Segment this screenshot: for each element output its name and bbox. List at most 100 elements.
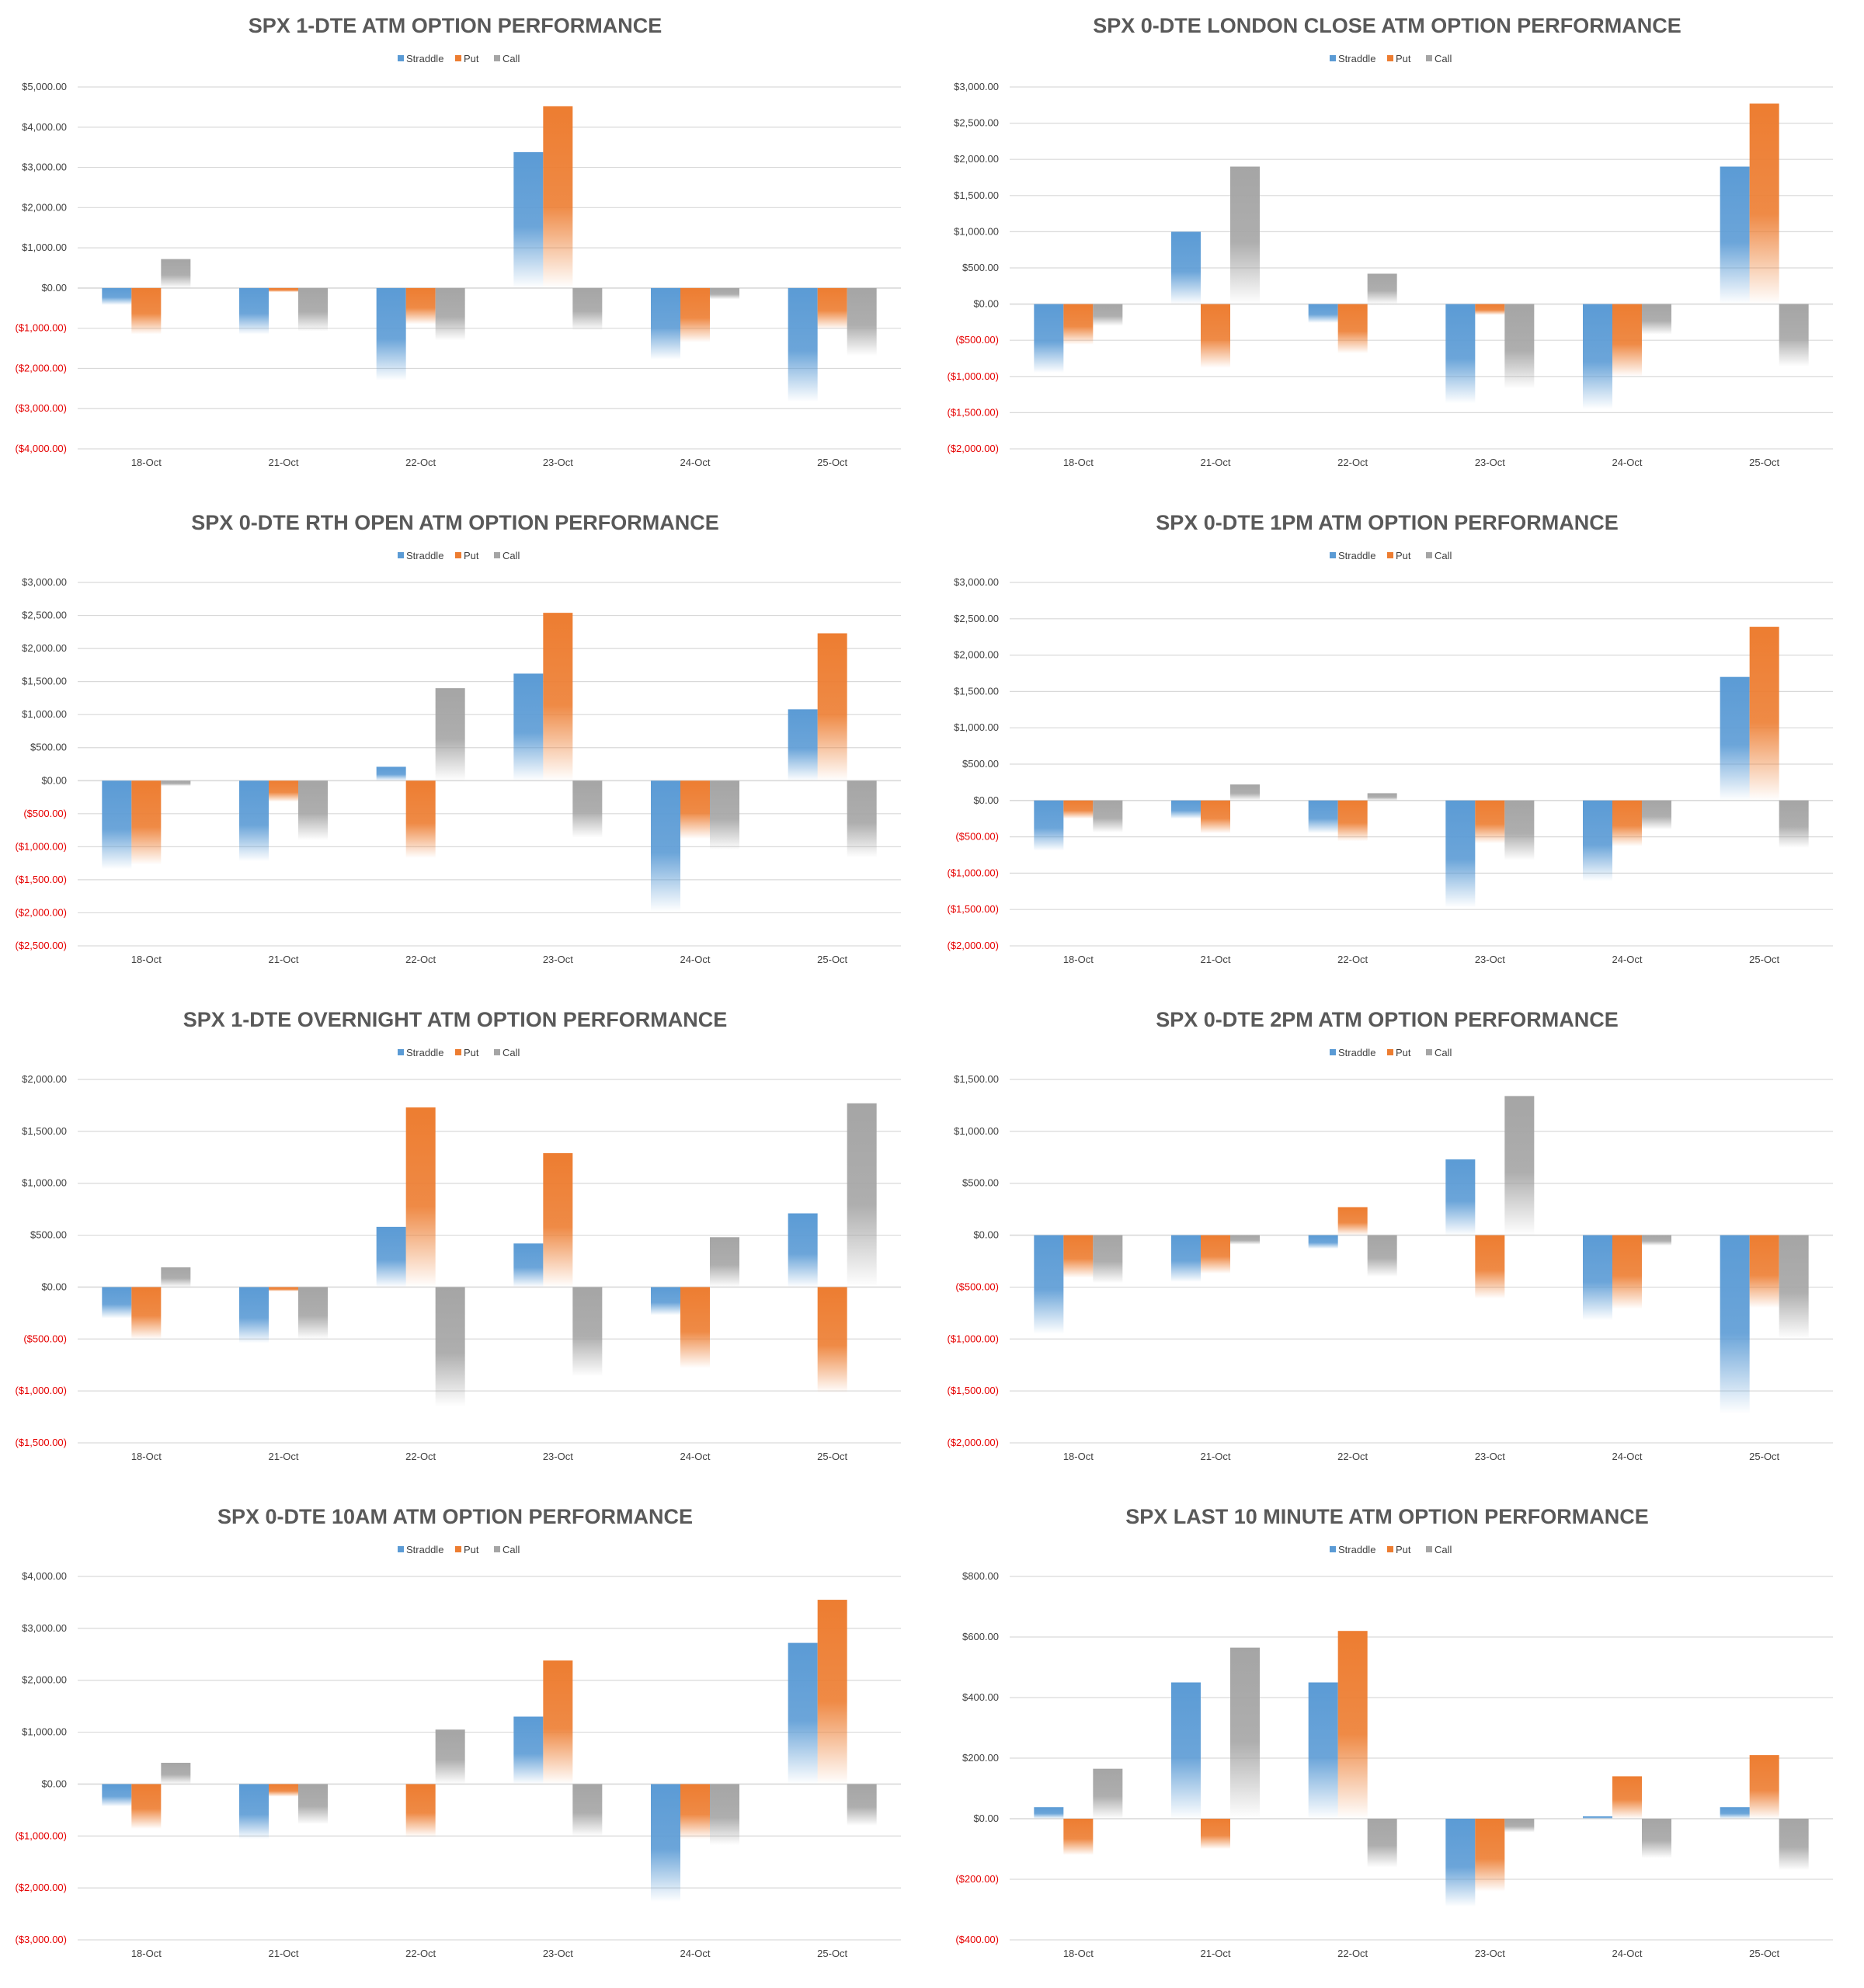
y-tick-label: ($1,000.00)	[948, 370, 1000, 382]
y-tick-label: $2,000.00	[22, 1674, 67, 1686]
bar-call-24-oct	[710, 1237, 739, 1288]
bar-straddle-25-oct	[788, 1213, 818, 1288]
legend-item-put: Put	[455, 1544, 479, 1555]
chart-title: SPX 0-DTE 1PM ATM OPTION PERFORMANCE	[1156, 511, 1619, 534]
y-tick-label: ($1,000.00)	[948, 1333, 1000, 1344]
legend-item-straddle: Straddle	[398, 550, 443, 561]
bar-straddle-25-oct	[1720, 676, 1750, 801]
bar-straddle-21-oct	[1171, 800, 1201, 819]
legend-swatch	[494, 55, 500, 61]
y-tick-label: $0.00	[41, 1778, 67, 1789]
bar-call-25-oct	[847, 1784, 877, 1826]
bar-put-24-oct	[680, 287, 710, 342]
legend-item-call: Call	[494, 53, 520, 64]
y-tick-label: ($3,000.00)	[16, 402, 68, 414]
x-tick-label: 18-Oct	[1063, 1451, 1094, 1462]
legend-item-put: Put	[455, 53, 479, 64]
bar-straddle-24-oct	[1583, 304, 1612, 409]
bar-call-21-oct	[1230, 1647, 1260, 1819]
bar-put-24-oct	[1612, 1776, 1642, 1819]
y-tick-label: ($1,500.00)	[16, 1437, 68, 1448]
y-tick-label: $1,000.00	[22, 1726, 67, 1738]
bar-put-25-oct	[817, 287, 847, 329]
bar-call-22-oct	[435, 688, 465, 781]
bar-straddle-24-oct	[651, 780, 680, 912]
legend-swatch	[455, 1546, 461, 1552]
y-tick-label: $500.00	[30, 1229, 67, 1241]
bar-straddle-18-oct	[1034, 304, 1064, 374]
x-tick-label: 21-Oct	[1200, 457, 1230, 468]
bar-straddle-21-oct	[239, 780, 269, 862]
bar-call-23-oct	[572, 1784, 603, 1837]
x-tick-label: 22-Oct	[1337, 1948, 1368, 1959]
legend-item-call: Call	[1426, 1544, 1452, 1555]
x-tick-label: 18-Oct	[131, 1451, 162, 1462]
legend-label: Straddle	[406, 53, 443, 64]
x-tick-label: 24-Oct	[680, 1451, 710, 1462]
y-tick-label: ($1,000.00)	[948, 867, 1000, 878]
bar-put-24-oct	[1612, 1235, 1642, 1309]
legend-item-put: Put	[1387, 53, 1411, 64]
bar-straddle-21-oct	[1171, 231, 1201, 304]
y-tick-label: ($2,000.00)	[16, 362, 68, 374]
x-tick-label: 25-Oct	[817, 457, 847, 468]
x-tick-label: 24-Oct	[1612, 1948, 1642, 1959]
bar-straddle-23-oct	[513, 1243, 544, 1288]
y-tick-label: $500.00	[962, 262, 999, 273]
legend-label: Call	[503, 550, 520, 561]
legend-swatch	[1387, 55, 1393, 61]
x-tick-label: 21-Oct	[268, 457, 298, 468]
legend-swatch	[1330, 55, 1336, 61]
y-tick-label: $1,500.00	[22, 1125, 67, 1137]
legend-item-straddle: Straddle	[1330, 1047, 1375, 1058]
bar-put-23-oct	[1475, 304, 1505, 315]
bar-call-18-oct	[1093, 800, 1123, 832]
legend-label: Put	[464, 53, 479, 64]
legend-swatch	[1387, 552, 1393, 558]
bar-put-24-oct	[680, 1287, 710, 1368]
y-tick-label: $2,500.00	[954, 613, 999, 624]
x-tick-label: 25-Oct	[817, 1451, 847, 1462]
bar-straddle-23-oct	[513, 1716, 544, 1785]
chart-panel-7: SPX 0-DTE 10AM ATM OPTION PERFORMANCE Str…	[0, 1491, 932, 1988]
x-tick-label: 24-Oct	[680, 457, 710, 468]
chart-title: SPX 0-DTE LONDON CLOSE ATM OPTION PERFOR…	[1093, 14, 1681, 37]
y-tick-label: ($2,500.00)	[16, 940, 68, 951]
y-tick-label: $1,500.00	[954, 189, 999, 201]
x-tick-label: 23-Oct	[543, 457, 573, 468]
bar-straddle-21-oct	[1171, 1682, 1201, 1819]
bar-put-21-oct	[1201, 1819, 1230, 1849]
bar-put-22-oct	[1337, 800, 1368, 842]
legend-swatch	[455, 55, 461, 61]
legend-item-call: Call	[1426, 550, 1452, 561]
bar-put-25-oct	[1749, 1755, 1779, 1819]
chart-panel-5: SPX 1-DTE OVERNIGHT ATM OPTION PERFORMAN…	[0, 994, 932, 1491]
bar-straddle-22-oct	[1308, 1235, 1338, 1249]
legend-item-straddle: Straddle	[1330, 550, 1375, 561]
bar-call-22-oct	[1367, 793, 1397, 801]
x-tick-label: 21-Oct	[1200, 954, 1230, 965]
y-tick-label: $800.00	[962, 1570, 999, 1582]
legend-swatch	[398, 552, 404, 558]
y-tick-label: $0.00	[41, 774, 67, 786]
legend-label: Call	[503, 1544, 520, 1555]
y-tick-label: ($500.00)	[955, 1281, 999, 1292]
bar-call-22-oct	[1367, 1235, 1397, 1277]
bar-call-18-oct	[1093, 1235, 1123, 1284]
bar-call-25-oct	[847, 287, 877, 356]
legend-label: Straddle	[1338, 1544, 1375, 1555]
x-tick-label: 24-Oct	[680, 1948, 710, 1959]
legend-label: Call	[503, 1047, 520, 1058]
x-tick-label: 21-Oct	[1200, 1948, 1230, 1959]
x-tick-label: 25-Oct	[1749, 1948, 1779, 1959]
chart-title: SPX 0-DTE RTH OPEN ATM OPTION PERFORMANC…	[191, 511, 719, 534]
bar-straddle-22-oct	[376, 1226, 406, 1288]
x-tick-label: 25-Oct	[817, 954, 847, 965]
legend-swatch	[1387, 1546, 1393, 1552]
legend-item-call: Call	[1426, 1047, 1452, 1058]
y-tick-label: $500.00	[962, 758, 999, 770]
bar-call-25-oct	[847, 1103, 877, 1288]
bar-put-23-oct	[1475, 1819, 1505, 1892]
x-tick-label: 22-Oct	[405, 457, 436, 468]
y-tick-label: $1,500.00	[22, 676, 67, 687]
